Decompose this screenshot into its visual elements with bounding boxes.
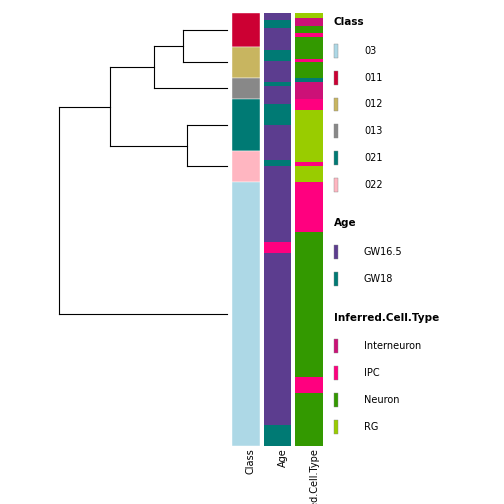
Bar	[264, 86, 291, 99]
Bar	[295, 181, 323, 232]
Bar	[232, 99, 260, 151]
Bar	[295, 82, 323, 99]
Text: 03: 03	[364, 46, 376, 56]
Bar	[295, 37, 323, 47]
Text: Class: Class	[246, 448, 256, 474]
Bar	[334, 151, 339, 165]
Bar	[295, 151, 323, 162]
Bar	[264, 160, 291, 166]
Bar	[334, 124, 339, 138]
Bar	[264, 151, 291, 160]
Bar	[295, 18, 323, 27]
Text: Age: Age	[334, 219, 356, 228]
Bar	[264, 181, 291, 242]
Bar	[295, 393, 323, 446]
Bar	[264, 125, 291, 151]
Bar	[295, 377, 323, 393]
Bar	[264, 47, 291, 50]
Bar	[264, 78, 291, 82]
Bar	[334, 98, 339, 111]
Text: 022: 022	[364, 180, 383, 190]
Text: GW16.5: GW16.5	[364, 247, 403, 258]
Bar	[264, 61, 291, 78]
Text: Inferred.Cell.Type: Inferred.Cell.Type	[309, 448, 319, 504]
Bar	[264, 104, 291, 125]
Bar	[264, 166, 291, 181]
Bar	[295, 47, 323, 59]
Bar	[232, 47, 260, 78]
Text: IPC: IPC	[364, 368, 380, 378]
Bar	[232, 78, 260, 99]
Bar	[295, 59, 323, 62]
Text: GW18: GW18	[364, 274, 393, 284]
Bar	[334, 71, 339, 85]
Text: 021: 021	[364, 153, 383, 163]
Bar	[264, 253, 291, 425]
Text: Neuron: Neuron	[364, 395, 399, 405]
Bar	[264, 28, 291, 47]
Bar	[295, 232, 323, 377]
Bar	[334, 420, 339, 434]
Bar	[264, 20, 291, 28]
Bar	[295, 162, 323, 166]
Bar	[334, 245, 339, 259]
Bar	[295, 110, 323, 151]
Bar	[264, 242, 291, 253]
Bar	[232, 13, 260, 47]
Bar	[264, 425, 291, 446]
Bar	[264, 50, 291, 61]
Bar	[295, 99, 323, 110]
Bar	[264, 99, 291, 104]
Bar	[232, 151, 260, 181]
Text: 011: 011	[364, 73, 382, 83]
Bar	[334, 339, 339, 353]
Text: Interneuron: Interneuron	[364, 341, 421, 351]
Bar	[295, 27, 323, 33]
Text: RG: RG	[364, 422, 379, 432]
Bar	[295, 166, 323, 181]
Bar	[232, 181, 260, 446]
Text: Inferred.Cell.Type: Inferred.Cell.Type	[334, 312, 439, 323]
Bar	[295, 78, 323, 82]
Bar	[264, 13, 291, 20]
Bar	[334, 393, 339, 407]
Bar	[334, 272, 339, 286]
Text: 012: 012	[364, 99, 383, 109]
Bar	[334, 178, 339, 192]
Text: Age: Age	[277, 448, 287, 467]
Text: 013: 013	[364, 127, 382, 137]
Text: Class: Class	[334, 17, 364, 27]
Bar	[264, 82, 291, 86]
Bar	[334, 366, 339, 380]
Bar	[295, 13, 323, 18]
Bar	[295, 33, 323, 37]
Bar	[295, 62, 323, 78]
Bar	[334, 44, 339, 57]
